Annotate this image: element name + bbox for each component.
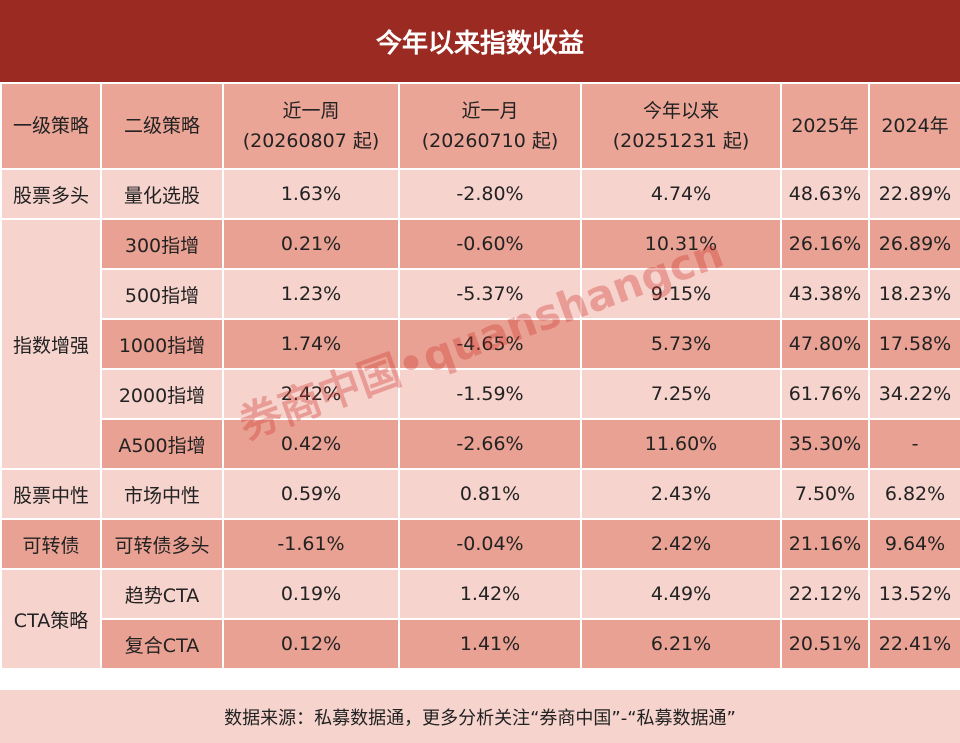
table-cell: 34.22% — [868, 368, 960, 420]
header-line: (20260807 起) — [242, 130, 380, 152]
table-cell: 2.42% — [580, 518, 782, 570]
table-cell: 趋势CTA — [100, 568, 224, 620]
table-cell: -2.66% — [398, 418, 582, 470]
table-cell: 1.74% — [222, 318, 400, 370]
table-cell: 可转债多头 — [100, 518, 224, 570]
header-line: 一级策略 — [12, 115, 89, 137]
table-cell: 7.50% — [780, 468, 870, 520]
table-cell: 0.59% — [222, 468, 400, 520]
table-cell: 10.31% — [580, 218, 782, 270]
header-cell: 2025年 — [780, 82, 870, 170]
table-cell: 复合CTA — [100, 618, 224, 670]
group-cell: 股票多头 — [0, 168, 102, 220]
table-cell: 35.30% — [780, 418, 870, 470]
footer: 数据来源：私募数据通，更多分析关注“券商中国”-“私募数据通” — [0, 690, 960, 743]
table-cell: 48.63% — [780, 168, 870, 220]
table-cell: -1.61% — [222, 518, 400, 570]
table-cell: 43.38% — [780, 268, 870, 320]
table-cell: 0.19% — [222, 568, 400, 620]
table-cell: 18.23% — [868, 268, 960, 320]
table-cell: 13.52% — [868, 568, 960, 620]
table-cell: -1.59% — [398, 368, 582, 420]
table-cell: 22.89% — [868, 168, 960, 220]
table-cell: 6.21% — [580, 618, 782, 670]
table-cell: 500指增 — [100, 268, 224, 320]
table: 一级策略 二级策略 近一周 (20260807 起) 近一月 (20260710 起) 今年… — [0, 82, 960, 670]
table-cell: 21.16% — [780, 518, 870, 570]
table-row: 股票中性 市场中性 0.59% 0.81% 2.43% 7.50% 6.82% — [0, 468, 960, 520]
table-cell: -0.04% — [398, 518, 582, 570]
table-cell: 市场中性 — [100, 468, 224, 520]
table-cell: 22.12% — [780, 568, 870, 620]
table-row: 2000指增 2.42% -1.59% 7.25% 61.76% 34.22% — [1, 368, 960, 420]
table-cell: -5.37% — [398, 268, 582, 320]
table-cell: -0.60% — [398, 218, 582, 270]
table-row: 复合CTA 0.12% 1.41% 6.21% 20.51% 22.41% — [1, 618, 960, 670]
table-cell: 4.74% — [580, 168, 782, 220]
table-cell: A500指增 — [100, 418, 224, 470]
table-cell: 20.51% — [780, 618, 870, 670]
header-cell: 一级策略 — [0, 82, 102, 170]
table-row: 500指增 1.23% -5.37% 9.15% 43.38% 18.23% — [1, 268, 960, 320]
header-line: 近一月 — [461, 100, 519, 122]
table-cell: 300指增 — [100, 218, 224, 270]
table-cell: 17.58% — [868, 318, 960, 370]
table-row: 指数增强 300指增 0.21% -0.60% 10.31% 26.16% 26.89% — [0, 218, 960, 470]
title: 今年以来指数收益 — [0, 0, 960, 82]
table-cell: 4.49% — [580, 568, 782, 620]
table-cell: 26.16% — [780, 218, 870, 270]
header-cell: 2024年 — [868, 82, 960, 170]
table-cell: 0.21% — [222, 218, 400, 270]
table-cell: 47.80% — [780, 318, 870, 370]
table-cell: 2.42% — [222, 368, 400, 420]
header-line: 近一周 — [282, 100, 340, 122]
header-cell: 今年以来 (20251231 起) — [580, 82, 782, 170]
header-line: (20251231 起) — [612, 130, 750, 152]
table-cell: 9.15% — [580, 268, 782, 320]
table-row: A500指增 0.42% -2.66% 11.60% 35.30% - — [1, 418, 960, 470]
table-cell: - — [868, 418, 960, 470]
header-line: 2024年 — [881, 115, 949, 137]
table-row: 可转债 可转债多头 -1.61% -0.04% 2.42% 21.16% 9.64% — [0, 518, 960, 570]
group-cell: CTA策略 — [0, 568, 102, 670]
table-cell: 11.60% — [580, 418, 782, 470]
table-cell: 0.42% — [222, 418, 400, 470]
table-cell: 26.89% — [868, 218, 960, 270]
table-cell: -4.65% — [398, 318, 582, 370]
header-cell: 近一周 (20260807 起) — [222, 82, 400, 170]
header-row: 一级策略 二级策略 近一周 (20260807 起) 近一月 (20260710 起) 今年… — [0, 82, 960, 170]
header-line: (20260710 起) — [421, 130, 559, 152]
header-cell: 二级策略 — [100, 82, 224, 170]
table-cell: 0.81% — [398, 468, 582, 520]
header-line: 2025年 — [791, 115, 859, 137]
table-cell: -2.80% — [398, 168, 582, 220]
table-cell: 9.64% — [868, 518, 960, 570]
header-line: 二级策略 — [123, 115, 200, 137]
table-cell: 2000指增 — [100, 368, 224, 420]
group-cell: 指数增强 — [0, 218, 102, 470]
table-row: 股票多头 量化选股 1.63% -2.80% 4.74% 48.63% 22.89% — [0, 168, 960, 220]
table-cell: 1000指增 — [100, 318, 224, 370]
table-cell: 量化选股 — [100, 168, 224, 220]
header-cell: 近一月 (20260710 起) — [398, 82, 582, 170]
table-cell: 0.12% — [222, 618, 400, 670]
table-row: CTA策略 趋势CTA 0.19% 1.42% 4.49% 22.12% 13.52% — [0, 568, 960, 670]
table-cell: 2.43% — [580, 468, 782, 520]
table-cell: 61.76% — [780, 368, 870, 420]
group-cell: 可转债 — [0, 518, 102, 570]
table-cell: 6.82% — [868, 468, 960, 520]
table-cell: 1.41% — [398, 618, 582, 670]
header-line: 今年以来 — [642, 100, 719, 122]
table-cell: 5.73% — [580, 318, 782, 370]
group-cell: 股票中性 — [0, 468, 102, 520]
table-cell: 1.23% — [222, 268, 400, 320]
table-row: 1000指增 1.74% -4.65% 5.73% 47.80% 17.58% — [1, 318, 960, 370]
table-cell: 1.63% — [222, 168, 400, 220]
table-cell: 22.41% — [868, 618, 960, 670]
table-cell: 1.42% — [398, 568, 582, 620]
table-cell: 7.25% — [580, 368, 782, 420]
